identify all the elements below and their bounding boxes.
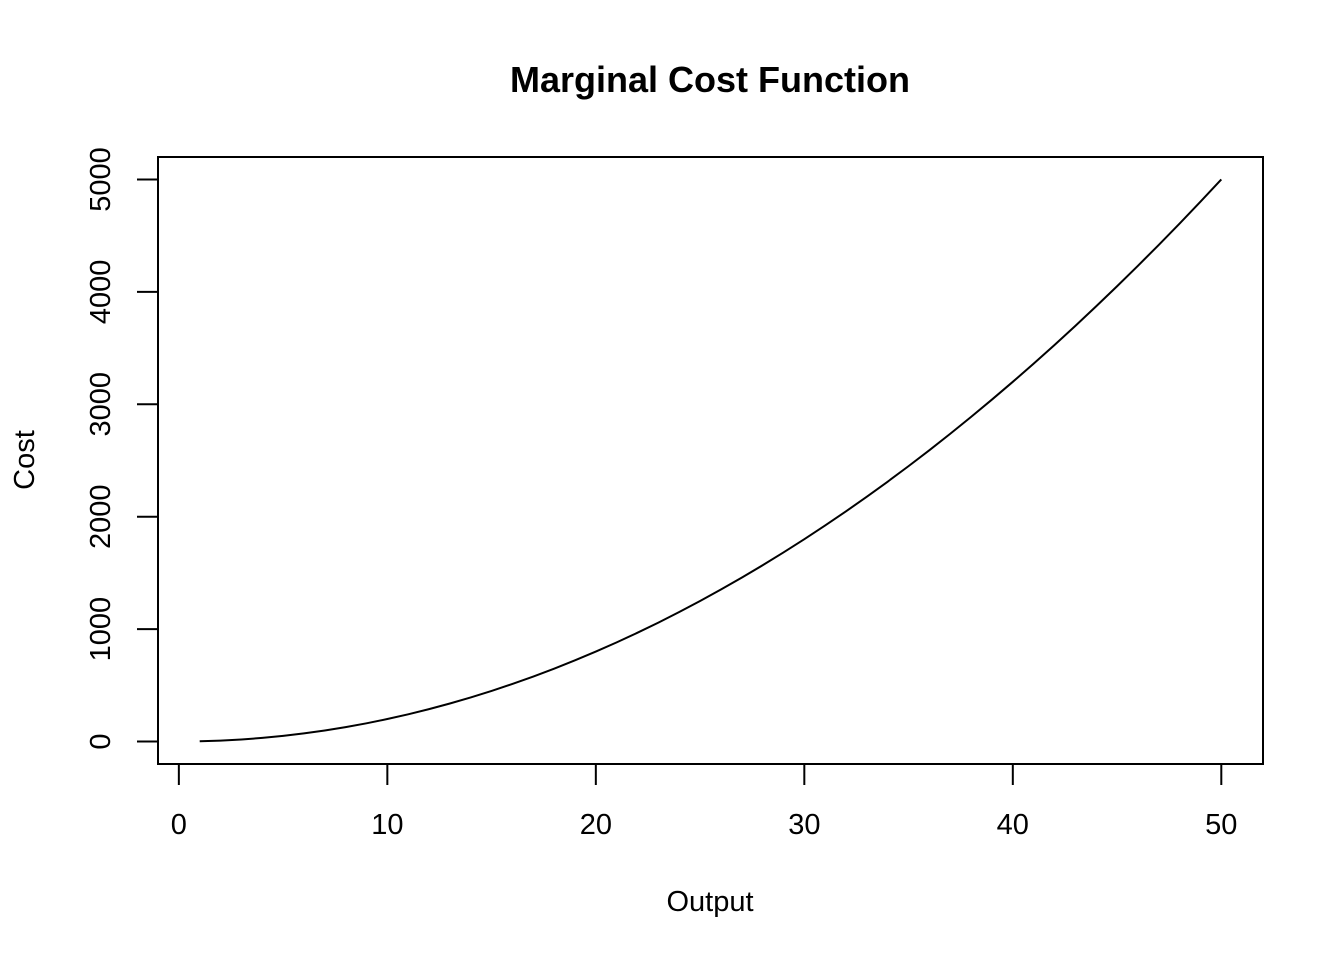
x-tick-label: 40 bbox=[997, 809, 1029, 841]
y-axis-label: Cost bbox=[9, 430, 41, 490]
cost-curve-line bbox=[199, 178, 1223, 743]
x-axis: 0 10 20 30 40 50 bbox=[171, 763, 1237, 841]
series-layer bbox=[199, 178, 1223, 743]
y-tick-label: 5000 bbox=[85, 147, 117, 212]
plot-frame bbox=[157, 156, 1264, 765]
x-tick-label: 30 bbox=[788, 809, 820, 841]
y-tick-label: 4000 bbox=[85, 260, 117, 325]
x-tick-label: 10 bbox=[371, 809, 403, 841]
y-axis: 0 1000 2000 3000 4000 5000 bbox=[85, 147, 159, 750]
x-tick-label: 20 bbox=[580, 809, 612, 841]
chart-title: Marginal Cost Function bbox=[510, 59, 910, 100]
y-tick-label: 3000 bbox=[85, 372, 117, 437]
x-tick-label: 0 bbox=[171, 809, 187, 841]
x-axis-label: Output bbox=[666, 886, 753, 918]
y-tick-label: 0 bbox=[85, 733, 117, 749]
y-tick-label: 1000 bbox=[85, 597, 117, 662]
y-tick-label: 2000 bbox=[85, 484, 117, 549]
x-tick-label: 50 bbox=[1205, 809, 1237, 841]
